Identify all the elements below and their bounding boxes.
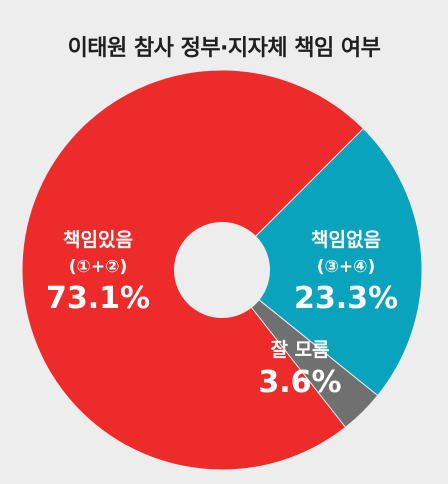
slice-no — [221, 127, 423, 397]
chart-title: 이태원 참사 정부·지자체 책임 여부 — [67, 36, 381, 61]
slice-sublabel-no: (③+④) — [317, 257, 376, 277]
slice-value-unknown: 3.6% — [258, 365, 341, 400]
slice-unknown — [221, 269, 379, 428]
slice-value-no: 23.3% — [294, 281, 398, 316]
slice-label-no: 책임없음 — [311, 229, 381, 251]
donut-hole — [174, 222, 270, 318]
slice-label-yes: 책임있음 — [63, 229, 133, 251]
slice-value-yes: 73.1% — [46, 281, 150, 316]
slice-sublabel-yes: (①+②) — [69, 257, 128, 277]
slice-label-unknown: 잘 모름 — [270, 339, 329, 361]
